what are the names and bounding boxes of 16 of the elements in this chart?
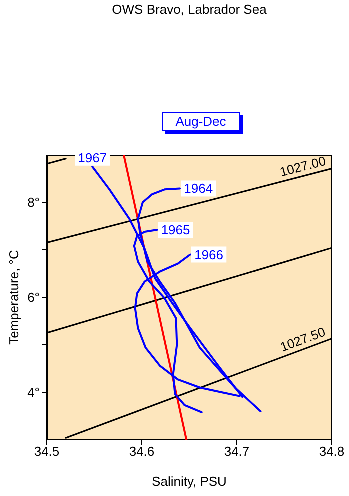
x-tick-label: 34.6 [129,444,155,460]
text: 1027.00 [278,153,328,180]
y-axis-title: Temperature, °C [6,250,22,345]
series-label: 1964 [184,181,214,196]
chart-title: OWS Bravo, Labrador Sea [111,2,268,17]
series-label: 1966 [194,247,224,262]
series-label: 1965 [161,222,190,238]
series-label: 1967 [78,150,108,166]
y-tick-label: 6° [28,290,40,306]
y-tick-label: 8° [28,195,40,210]
x-tick-label: 34.8 [319,444,345,460]
x-tick-label: 34.7 [224,444,250,460]
x-axis-title: Salinity, PSU [152,474,227,489]
x-tick-label: 34.5 [34,444,60,460]
y-tick-label: 4° [28,385,40,400]
chart-subtitle: Aug-Dec [162,112,240,131]
